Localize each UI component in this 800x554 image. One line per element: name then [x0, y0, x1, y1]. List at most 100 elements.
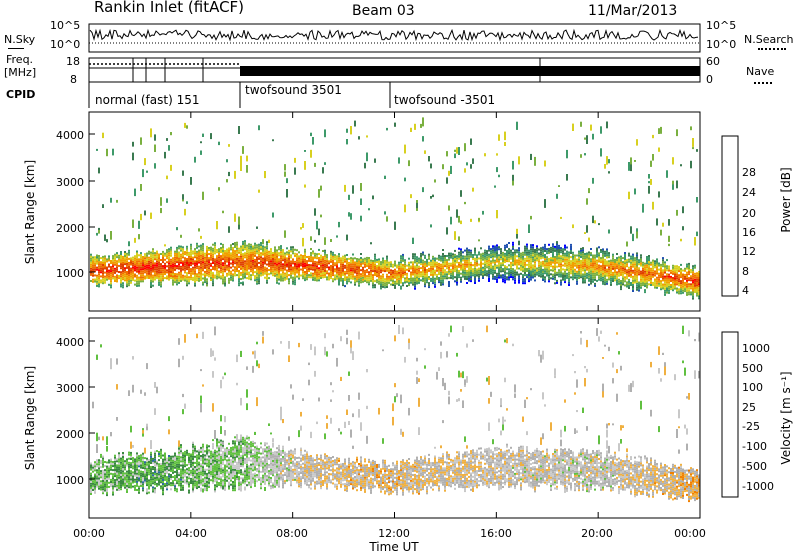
heatmap-cell: [122, 255, 124, 258]
heatmap-cell: [140, 252, 142, 255]
heatmap-cell: [184, 265, 186, 268]
heatmap-cell: [636, 272, 638, 275]
heatmap-cell: [284, 260, 286, 263]
heatmap-cell: [190, 274, 192, 277]
heatmap-cell: [186, 280, 188, 283]
heatmap-cell: [122, 262, 124, 264]
heatmap-cell: [222, 248, 224, 250]
heatmap-cell: [678, 270, 680, 273]
heatmap-cell: [452, 275, 454, 278]
heatmap-cell: [244, 242, 246, 245]
heatmap-cell: [414, 279, 416, 282]
heatmap-cell: [606, 260, 608, 263]
heatmap-cell: [216, 251, 218, 254]
heatmap-cell: [572, 123, 574, 131]
heatmap-cell: [498, 274, 500, 277]
heatmap-cell: [674, 281, 676, 284]
heatmap-cell: [308, 255, 310, 258]
heatmap-cell: [224, 282, 226, 285]
heatmap-cell: [162, 275, 164, 278]
heatmap-cell: [148, 485, 150, 488]
heatmap-cell: [198, 251, 200, 254]
heatmap-cell: [146, 471, 148, 474]
heatmap-cell: [110, 472, 112, 475]
heatmap-cell: [374, 284, 376, 287]
heatmap-cell: [504, 257, 506, 259]
heatmap-cell: [92, 278, 94, 281]
heatmap-cell: [398, 282, 400, 284]
heatmap-cell: [576, 272, 578, 275]
heatmap-cell: [140, 460, 142, 463]
heatmap-cell: [488, 265, 490, 268]
heatmap-cell: [254, 267, 256, 269]
heatmap-cell: [274, 246, 276, 249]
heatmap-cell: [322, 250, 324, 252]
heatmap-cell: [148, 463, 150, 466]
heatmap-cell: [362, 260, 364, 263]
heatmap-cell: [568, 281, 570, 284]
heatmap-cell: [104, 259, 106, 262]
heatmap-cell: [484, 265, 486, 268]
heatmap-cell: [656, 270, 658, 273]
heatmap-cell: [632, 261, 634, 264]
heatmap-cell: [380, 279, 382, 282]
heatmap-cell: [136, 460, 138, 463]
heatmap-cell: [608, 254, 610, 257]
heatmap-cell: [134, 458, 136, 461]
heatmap-cell: [112, 481, 114, 484]
heatmap-cell: [382, 281, 384, 284]
heatmap-cell: [194, 282, 196, 285]
heatmap-cell: [330, 265, 332, 267]
heatmap-cell: [572, 251, 574, 254]
heatmap-cell: [340, 265, 342, 268]
heatmap-cell: [646, 278, 648, 281]
heatmap-cell: [368, 263, 370, 265]
heatmap-cell: [376, 265, 378, 267]
heatmap-cell: [504, 279, 506, 282]
heatmap-cell: [354, 271, 356, 274]
heatmap-cell: [272, 139, 274, 142]
heatmap-cell: [488, 257, 490, 260]
heatmap-cell: [546, 258, 548, 261]
heatmap-cell: [592, 258, 594, 261]
heatmap-cell: [590, 266, 592, 269]
heatmap-cell: [338, 277, 340, 280]
heatmap-cell: [684, 275, 686, 278]
heatmap-cell: [656, 268, 658, 271]
heatmap-cell: [278, 278, 280, 281]
heatmap-cell: [242, 247, 244, 249]
heatmap-cell: [164, 244, 166, 247]
heatmap-cell: [694, 282, 696, 285]
heatmap-cell: [226, 268, 228, 271]
heatmap-cell: [586, 225, 588, 233]
heatmap-cell: [344, 264, 346, 267]
heatmap-cell: [540, 261, 542, 264]
heatmap-cell: [562, 278, 564, 281]
heatmap-cell: [328, 272, 330, 275]
heatmap-cell: [254, 279, 256, 282]
heatmap-cell: [132, 356, 134, 360]
heatmap-cell: [146, 482, 148, 485]
heatmap-cell: [300, 264, 302, 267]
heatmap-cell: [468, 251, 470, 254]
heatmap-cell: [388, 269, 390, 272]
heatmap-cell: [592, 280, 594, 283]
heatmap-cell: [222, 282, 224, 285]
heatmap-cell: [148, 469, 150, 472]
heatmap-cell: [260, 266, 262, 269]
heatmap-cell: [428, 282, 430, 285]
heatmap-cell: [206, 268, 208, 271]
heatmap-cell: [90, 273, 92, 276]
heatmap-cell: [196, 263, 198, 265]
heatmap-cell: [620, 267, 622, 270]
heatmap-cell: [184, 279, 186, 282]
heatmap-cell: [330, 271, 332, 274]
heatmap-cell: [672, 279, 674, 281]
heatmap-cell: [586, 258, 588, 261]
heatmap-cell: [608, 252, 610, 255]
heatmap-cell: [208, 265, 210, 268]
heatmap-cell: [98, 481, 100, 484]
heatmap-cell: [596, 251, 598, 254]
heatmap-cell: [94, 475, 96, 478]
heatmap-cell: [488, 255, 490, 258]
